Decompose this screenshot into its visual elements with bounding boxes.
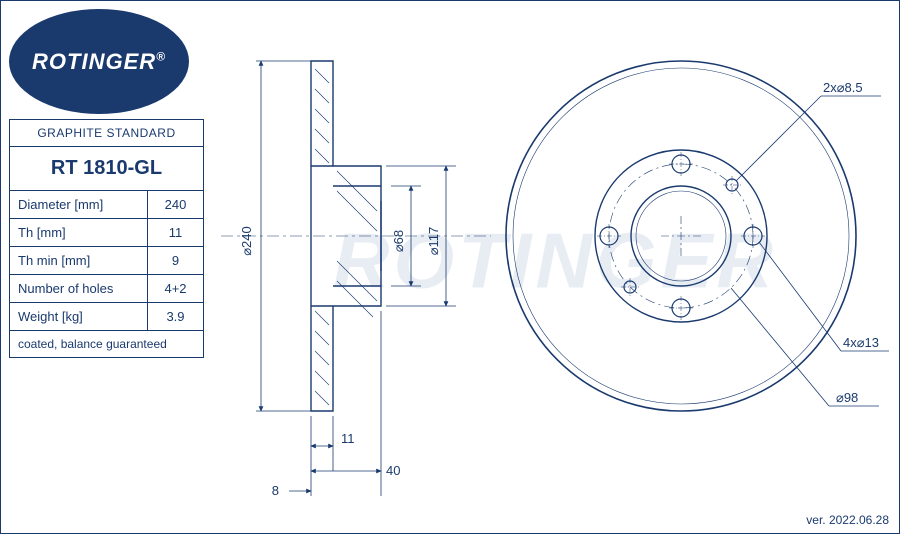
spec-table: GRAPHITE STANDARD RT 1810-GL Diameter [m…	[9, 119, 204, 358]
dim-inner-diameter: ⌀117	[426, 227, 441, 256]
spec-row: Th min [mm] 9	[10, 247, 203, 275]
spec-row: Number of holes 4+2	[10, 275, 203, 303]
product-line: GRAPHITE STANDARD	[10, 120, 203, 147]
spec-label: Number of holes	[10, 275, 148, 302]
dim-bolt-circle: ⌀98	[836, 390, 858, 405]
spec-value: 4+2	[148, 275, 203, 302]
spec-note: coated, balance guaranteed	[10, 331, 203, 357]
spec-label: Th [mm]	[10, 219, 148, 246]
spec-value: 3.9	[148, 303, 203, 330]
dim-hub-diameter: ⌀68	[391, 230, 406, 252]
dim-offset: 40	[386, 463, 400, 478]
part-number: RT 1810-GL	[10, 147, 203, 191]
dim-bolt-holes: 4x⌀13	[843, 335, 879, 350]
spec-label: Weight [kg]	[10, 303, 148, 330]
technical-drawing: ROTINGER	[211, 1, 899, 521]
dim-hub-depth: 8	[272, 483, 279, 498]
dim-thickness: 11	[341, 431, 355, 446]
spec-row: Diameter [mm] 240	[10, 191, 203, 219]
spec-row: Weight [kg] 3.9	[10, 303, 203, 331]
spec-row: Th [mm] 11	[10, 219, 203, 247]
spec-value: 240	[148, 191, 203, 218]
drawing-svg: ⌀240 ⌀68 ⌀117 11	[211, 1, 899, 521]
dim-small-holes: 2x⌀8.5	[823, 80, 863, 95]
brand-logo: ROTINGER®	[9, 9, 189, 114]
brand-name: ROTINGER®	[32, 49, 166, 75]
spec-value: 9	[148, 247, 203, 274]
spec-value: 11	[148, 219, 203, 246]
spec-label: Th min [mm]	[10, 247, 148, 274]
dim-outer-diameter: ⌀240	[239, 226, 254, 256]
spec-label: Diameter [mm]	[10, 191, 148, 218]
